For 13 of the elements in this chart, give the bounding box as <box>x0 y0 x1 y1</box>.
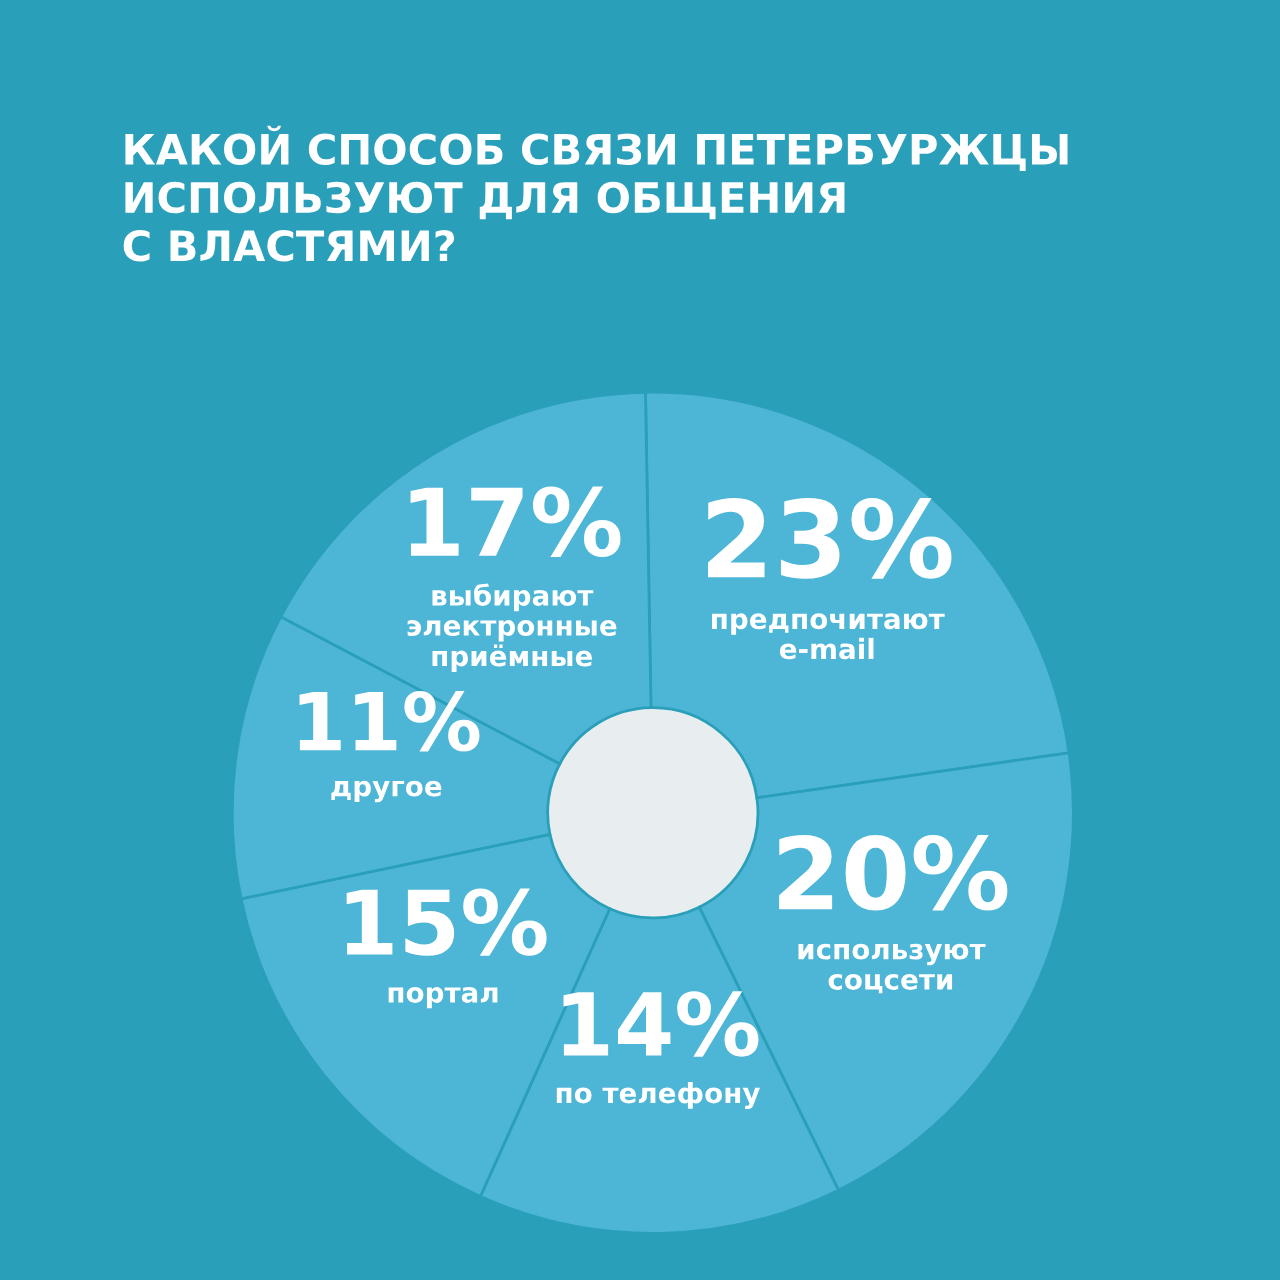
data-label: 11% <box>299 690 480 752</box>
chart-title: КАКОЙ СПОСОБ СВЯЗИ ПЕТЕРБУРЖЦЫ ИСПОЛЬЗУЮТ ДЛЯ ОБЩЕНИЯ С ВЛАСТЯМИ? <box>123 125 1068 262</box>
slice-label: предпочитают e-mail <box>712 613 945 660</box>
data-label: 20% <box>779 834 1008 911</box>
slice-label: выбирают электронные приёмные <box>407 583 617 672</box>
data-label: 17% <box>410 486 621 558</box>
slice-label: используют соцсети <box>798 943 986 994</box>
slice-label: портал <box>388 987 498 1009</box>
data-label: 23% <box>708 498 952 579</box>
data-label: 14% <box>563 991 759 1057</box>
slice-label: по телефону <box>556 1081 760 1110</box>
slice-label: другое <box>331 780 442 803</box>
data-label: 15% <box>346 888 547 956</box>
